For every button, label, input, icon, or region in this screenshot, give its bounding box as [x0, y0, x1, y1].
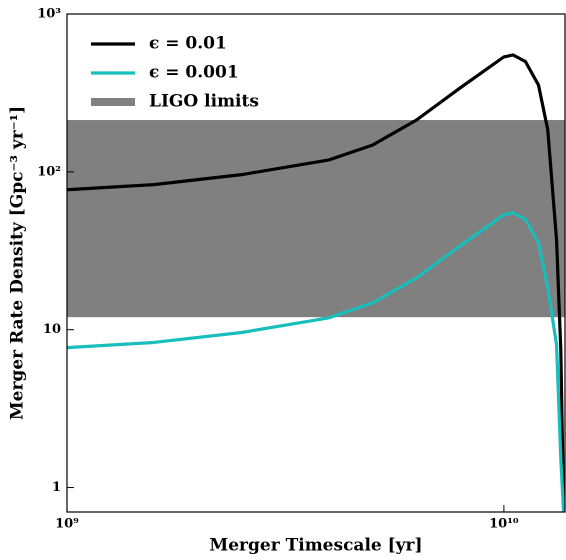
legend-label: LIGO limits: [149, 92, 259, 112]
y-tick-label: 10: [43, 322, 61, 337]
x-tick-label: 10⁹: [55, 517, 79, 532]
x-axis-label: Merger Timescale [yr]: [209, 536, 422, 556]
x-tick-label: 10¹⁰: [489, 517, 519, 532]
y-tick-label: 10²: [37, 164, 61, 179]
y-tick-label: 10³: [37, 7, 61, 22]
series-line: [67, 53, 566, 512]
plot-area: [67, 53, 566, 512]
series-line: [67, 211, 566, 512]
y-axis-label: Merger Rate Density [Gpc⁻³ yr⁻¹]: [8, 106, 28, 420]
y-tick-label: 1: [52, 480, 61, 495]
plot-frame: [66, 13, 566, 513]
legend-label: ϵ = 0.001: [149, 63, 239, 83]
ligo-band: [67, 120, 565, 318]
legend-label: ϵ = 0.01: [149, 34, 227, 54]
